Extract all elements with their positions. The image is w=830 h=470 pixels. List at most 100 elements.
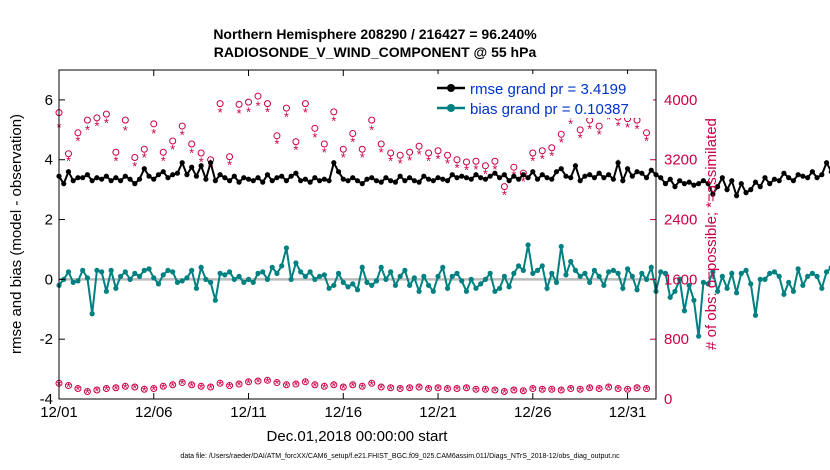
obs-possible-point [311, 124, 319, 132]
bias-point [724, 285, 730, 291]
rmse-point [487, 173, 493, 179]
rmse-point [752, 179, 759, 185]
obs-assimilated-low-point: * [104, 383, 109, 398]
rmse-point [65, 169, 72, 175]
obs-assimilated-point: * [549, 148, 554, 163]
obs-assimilated-low-point: * [426, 383, 431, 398]
obs-assimilated-low-point: * [492, 384, 497, 399]
bias-point [435, 273, 441, 279]
bias-point [648, 264, 654, 270]
obs-possible-low-point [576, 385, 584, 393]
obs-possible-low-point [311, 381, 319, 389]
obs-assimilated-point: * [123, 123, 128, 138]
bias-point [250, 279, 256, 285]
rmse-point [208, 160, 214, 166]
bias-point [696, 333, 702, 339]
rmse-point [269, 178, 275, 184]
obs-assimilated-low-point: * [540, 383, 545, 398]
rmse-point [440, 176, 446, 182]
bias-point [198, 264, 204, 270]
obs-assimilated-low-point: * [407, 382, 412, 397]
legend-rmse-marker [447, 84, 455, 92]
rmse-point [738, 181, 744, 187]
rmse-point [677, 178, 683, 184]
obs-assimilated-low-point: * [454, 383, 459, 398]
rmse-point [84, 172, 91, 178]
rmse-point [520, 172, 526, 178]
obs-possible-low-point [349, 381, 357, 389]
obs-possible-low-point [368, 379, 376, 387]
bias-point [425, 282, 432, 288]
bias-point [160, 272, 166, 278]
obs-assimilated-point: * [218, 105, 223, 120]
obs-possible-point [453, 156, 461, 164]
obs-possible-point [548, 144, 556, 152]
obs-assimilated-low-point: * [568, 383, 573, 398]
bias-point [288, 276, 294, 282]
bias-point [767, 270, 773, 276]
rmse-point [568, 175, 574, 181]
obs-assimilated-point: * [407, 153, 412, 168]
obs-assimilated-low-point: * [388, 382, 393, 397]
obs-possible-low-point [226, 382, 234, 390]
bias-point [279, 263, 285, 269]
rmse-point [250, 178, 256, 184]
obs-assimilated-low-point: * [237, 378, 242, 393]
rmse-point [151, 176, 157, 182]
rmse-point [473, 172, 479, 178]
bias-point [667, 294, 673, 300]
rmse-point [724, 187, 730, 193]
obs-assimilated-low-point: * [587, 382, 592, 397]
bias-point [719, 273, 725, 279]
rmse-point [331, 160, 337, 166]
rmse-point [425, 176, 432, 182]
obs-possible-point [510, 163, 518, 171]
obs-possible-low-point [548, 385, 556, 393]
bias-point [501, 273, 507, 279]
rmse-point [601, 175, 607, 181]
rmse-point [212, 178, 218, 184]
obs-possible-point [330, 108, 338, 116]
obs-assimilated-low-point: * [123, 380, 128, 395]
bias-point [639, 270, 645, 276]
obs-possible-low-point [396, 385, 404, 393]
bias-point [117, 273, 124, 279]
bias-point [705, 281, 711, 287]
obs-possible-point [64, 150, 72, 158]
bias-point [359, 264, 365, 270]
rmse-point [203, 176, 209, 182]
obs-assimilated-point: * [606, 112, 611, 127]
bias-point [601, 282, 607, 288]
obs-possible-point [500, 183, 508, 191]
obs-assimilated-low-point: * [644, 383, 649, 398]
bias-point [165, 267, 171, 273]
rmse-point [146, 173, 152, 179]
bias-point [108, 267, 114, 273]
obs-possible-low-point [643, 385, 651, 393]
rmse-point [397, 173, 403, 179]
rmse-point [705, 181, 711, 187]
rmse-point [122, 173, 128, 179]
obs-possible-point [112, 148, 120, 156]
obs-assimilated-point: * [445, 156, 450, 171]
obs-possible-low-point [614, 385, 622, 393]
bias-point [672, 288, 678, 294]
bias-point [478, 281, 484, 287]
y-tick-label-right: 800 [664, 331, 689, 348]
obs-possible-low-point [462, 384, 470, 392]
obs-assimilated-low-point: * [473, 383, 478, 398]
bias-point [421, 273, 427, 279]
legend-bias-marker [447, 104, 455, 112]
obs-possible-low-point [159, 382, 167, 390]
rmse-point [719, 175, 725, 181]
bias-point [260, 269, 266, 275]
y-tick-label-right: 4000 [664, 92, 697, 109]
bias-point [392, 282, 399, 288]
rmse-point [814, 175, 820, 181]
rmse-point [700, 178, 706, 184]
rmse-point [762, 175, 768, 181]
obs-possible-low-point [320, 382, 328, 390]
bias-point [662, 270, 669, 276]
bias-point [771, 269, 778, 275]
